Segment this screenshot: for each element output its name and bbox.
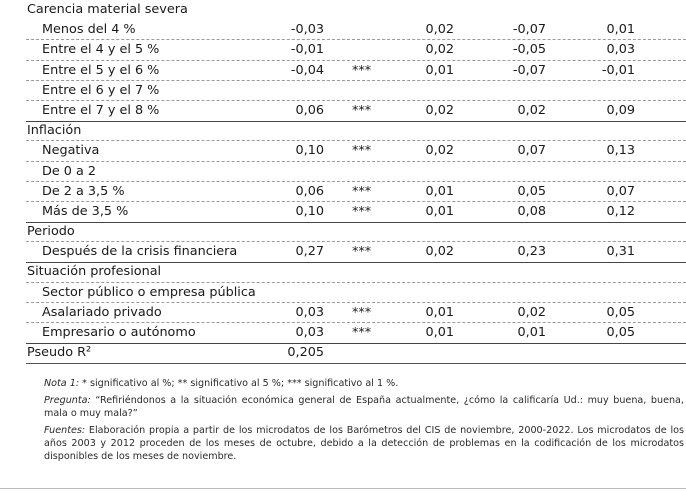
std-error-cell: 0,01 xyxy=(425,304,455,320)
coefficient-cell: 0,03 xyxy=(295,325,325,340)
ci-upper-cell: 0,31 xyxy=(606,244,636,260)
ci-lower-cell: 0,01 xyxy=(517,325,547,340)
table-notes: Nota 1: * significativo al %; ** signifi… xyxy=(44,377,684,467)
std-error-cell: 0,02 xyxy=(425,22,455,38)
coefficient-cell: 0,06 xyxy=(295,102,325,118)
ci-upper-cell: 0,05 xyxy=(606,325,636,340)
section-header-row: Periodo xyxy=(0,222,686,243)
significance-cell: *** xyxy=(352,62,372,78)
std-error-cell: 0,01 xyxy=(425,203,455,219)
page-bottom-rule xyxy=(0,488,686,489)
ci-lower-cell: 0,02 xyxy=(517,304,547,320)
table-row: Entre el 6 y el 7 % xyxy=(0,81,686,102)
coefficient-cell: -0,03 xyxy=(290,22,324,38)
note-sources: Fuentes: Elaboración propia a partir de … xyxy=(44,425,684,462)
std-error-cell: 0,02 xyxy=(425,143,455,159)
row-label: Carencia material severa xyxy=(27,2,188,17)
row-label: Periodo xyxy=(27,224,75,240)
ci-lower-cell: -0,07 xyxy=(512,22,546,38)
coefficient-cell: 0,03 xyxy=(295,304,325,320)
ci-lower-cell: 0,23 xyxy=(517,244,547,260)
significance-cell: *** xyxy=(352,203,372,219)
row-label: Entre el 4 y el 5 % xyxy=(42,42,160,58)
table-row: Sector público o empresa pública xyxy=(0,283,686,304)
row-label: De 2 a 3,5 % xyxy=(42,183,125,199)
table-row: Entre el 7 y el 8 % 0,06 *** 0,02 0,02 0,09 xyxy=(0,101,686,121)
coefficient-cell: 0,205 xyxy=(287,345,324,361)
table-row: Después de la crisis financiera 0,27 *** 0,… xyxy=(0,242,686,262)
ci-upper-cell: 0,03 xyxy=(606,42,636,58)
ci-upper-cell: 0,12 xyxy=(606,203,636,219)
coefficient-cell: 0,06 xyxy=(295,183,325,199)
coefficient-cell: 0,27 xyxy=(295,244,325,260)
table-row: Empresario o autónomo 0,03 *** 0,01 0,01 0,05 xyxy=(0,323,686,343)
ci-upper-cell: 0,01 xyxy=(606,22,636,38)
significance-cell: *** xyxy=(352,304,372,320)
regression-table: Carencia material severa Menos del 4 % -0,… xyxy=(0,0,686,363)
section-header-row: Pseudo R² 0,205 xyxy=(0,343,686,363)
significance-cell: *** xyxy=(352,325,372,340)
row-label: Menos del 4 % xyxy=(42,22,136,38)
table-row: De 2 a 3,5 % 0,06 *** 0,01 0,05 0,07 xyxy=(0,182,686,203)
note-significance: Nota 1: * significativo al %; ** signifi… xyxy=(44,378,399,389)
ci-lower-cell: -0,07 xyxy=(512,62,546,78)
table-row: Asalariado privado 0,03 *** 0,01 0,02 0,05 xyxy=(0,303,686,324)
row-label: Más de 3,5 % xyxy=(42,203,129,219)
ci-lower-cell: 0,08 xyxy=(517,203,547,219)
coefficient-cell: 0,10 xyxy=(295,143,325,159)
ci-upper-cell: 0,07 xyxy=(606,183,636,199)
row-label: Después de la crisis financiera xyxy=(42,244,238,260)
row-label: Entre el 7 y el 8 % xyxy=(42,102,160,118)
row-label: Entre el 5 y el 6 % xyxy=(42,62,160,78)
row-label: Inflación xyxy=(27,123,82,139)
table-row: Negativa 0,10 *** 0,02 0,07 0,13 xyxy=(0,141,686,162)
significance-cell: *** xyxy=(352,143,372,159)
ci-lower-cell: -0,05 xyxy=(512,42,546,58)
coefficient-cell: -0,01 xyxy=(290,42,324,58)
note-question: Pregunta: “Refiriéndonos a la situación … xyxy=(44,395,684,419)
ci-upper-cell: -0,01 xyxy=(601,62,635,78)
std-error-cell: 0,01 xyxy=(425,62,455,78)
ci-upper-cell: 0,05 xyxy=(606,304,636,320)
table-row: Entre el 4 y el 5 % -0,01 0,02 -0,05 0,03 xyxy=(0,40,686,61)
significance-cell: *** xyxy=(352,102,372,118)
row-label: Entre el 6 y el 7 % xyxy=(42,82,160,98)
table-row: Menos del 4 % -0,03 0,02 -0,07 0,01 xyxy=(0,20,686,41)
ci-lower-cell: 0,02 xyxy=(517,102,547,118)
table-bottom-rule xyxy=(26,363,686,364)
ci-upper-cell: 0,09 xyxy=(606,102,636,118)
std-error-cell: 0,01 xyxy=(425,325,455,340)
ci-lower-cell: 0,07 xyxy=(517,143,547,159)
row-label: Empresario o autónomo xyxy=(42,325,196,340)
row-label: Negativa xyxy=(42,143,100,159)
significance-cell: *** xyxy=(352,183,372,199)
std-error-cell: 0,01 xyxy=(425,183,455,199)
ci-lower-cell: 0,05 xyxy=(517,183,547,199)
std-error-cell: 0,02 xyxy=(425,42,455,58)
coefficient-cell: -0,04 xyxy=(290,62,324,78)
section-header-row: Carencia material severa xyxy=(0,0,686,20)
significance-cell: *** xyxy=(352,244,372,260)
table-row: Más de 3,5 % 0,10 *** 0,01 0,08 0,12 xyxy=(0,202,686,222)
std-error-cell: 0,02 xyxy=(425,102,455,118)
row-label: De 0 a 2 xyxy=(42,163,97,179)
std-error-cell: 0,02 xyxy=(425,244,455,260)
row-label: Asalariado privado xyxy=(42,304,162,320)
coefficient-cell: 0,10 xyxy=(295,203,325,219)
ci-upper-cell: 0,13 xyxy=(606,143,636,159)
row-label: Situación profesional xyxy=(27,264,162,280)
section-header-row: Situación profesional xyxy=(0,262,686,283)
row-label: Pseudo R² xyxy=(27,345,92,361)
row-label: Sector público o empresa pública xyxy=(42,284,256,300)
section-header-row: Inflación xyxy=(0,121,686,142)
table-row: Entre el 5 y el 6 % -0,04 *** 0,01 -0,07 -0,0… xyxy=(0,61,686,81)
table-row: De 0 a 2 xyxy=(0,162,686,182)
